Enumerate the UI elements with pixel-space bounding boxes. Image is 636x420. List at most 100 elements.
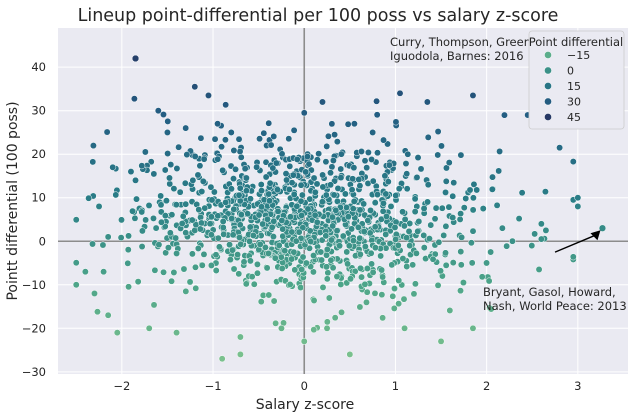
legend-swatch	[544, 97, 552, 106]
data-point	[109, 163, 117, 171]
data-point	[404, 150, 412, 158]
data-point	[237, 240, 245, 248]
data-point	[257, 181, 265, 188]
legend-label: −15	[567, 49, 590, 62]
data-point	[138, 243, 146, 251]
data-point	[396, 89, 404, 97]
data-point	[442, 188, 449, 196]
data-point	[323, 324, 331, 332]
data-point	[168, 277, 176, 285]
data-point	[311, 211, 319, 219]
data-point	[112, 191, 120, 199]
data-point	[240, 258, 248, 266]
data-point	[537, 220, 545, 228]
legend-entries: −15 0 15 30 45	[544, 49, 590, 124]
data-point	[263, 264, 271, 272]
data-point	[307, 238, 315, 246]
data-point	[277, 253, 285, 261]
data-point	[459, 279, 467, 287]
data-point	[434, 151, 442, 159]
data-point	[124, 259, 132, 267]
annotation-arrow-shaft	[554, 234, 596, 253]
data-point	[194, 245, 202, 252]
data-point	[166, 174, 173, 182]
data-point	[99, 241, 107, 249]
data-point	[147, 158, 155, 166]
data-point	[311, 188, 319, 196]
data-point	[72, 216, 80, 224]
data-point	[363, 288, 371, 296]
data-point	[118, 216, 125, 224]
legend-swatch	[544, 113, 552, 121]
data-point	[403, 185, 411, 193]
data-point	[542, 226, 550, 234]
data-point	[569, 253, 577, 261]
data-point	[318, 198, 326, 206]
data-point	[268, 223, 276, 231]
data-point	[479, 205, 487, 213]
data-point	[183, 151, 191, 159]
data-point	[125, 232, 133, 240]
data-point	[157, 218, 165, 226]
data-point	[357, 264, 364, 272]
data-point	[166, 229, 174, 237]
data-point	[219, 218, 227, 225]
data-point	[242, 187, 250, 195]
data-point	[391, 285, 398, 292]
data-point	[327, 236, 335, 244]
data-point	[295, 228, 303, 236]
legend-title: Point differential	[529, 35, 624, 49]
data-point	[327, 181, 335, 189]
data-point	[329, 222, 337, 230]
data-point	[306, 195, 314, 203]
data-point	[302, 168, 310, 176]
data-point	[157, 201, 165, 209]
data-point	[442, 222, 450, 230]
data-point	[207, 213, 215, 221]
data-point	[214, 234, 222, 242]
data-point	[254, 269, 261, 277]
data-point	[195, 206, 203, 214]
data-point	[347, 275, 354, 283]
data-point	[437, 337, 445, 345]
data-point	[299, 224, 307, 232]
data-point	[350, 197, 358, 205]
y-tick-label: 0	[39, 234, 46, 248]
data-point	[323, 251, 331, 259]
data-point	[356, 234, 364, 242]
data-point	[395, 300, 403, 308]
data-point	[151, 266, 159, 274]
data-point	[145, 202, 153, 209]
data-point	[401, 324, 409, 332]
data-point	[200, 250, 208, 258]
annotation-line: Bryant, Gasol, Howard,	[483, 285, 616, 299]
legend-swatch	[544, 82, 552, 90]
data-point	[214, 212, 222, 220]
data-point	[100, 268, 108, 276]
data-point	[298, 266, 306, 273]
data-point	[442, 177, 450, 185]
data-point	[449, 259, 457, 267]
data-point	[333, 138, 341, 146]
data-point	[414, 227, 422, 235]
data-point	[264, 249, 272, 257]
data-point	[415, 217, 423, 225]
data-point	[196, 162, 204, 170]
data-point	[487, 305, 495, 313]
data-point	[271, 254, 279, 262]
data-point	[434, 281, 442, 289]
data-point	[333, 273, 341, 280]
data-point	[414, 154, 422, 162]
data-point	[319, 283, 327, 291]
data-point	[227, 129, 235, 136]
data-point	[181, 179, 189, 187]
data-point	[434, 128, 442, 136]
data-point	[371, 244, 379, 252]
data-point	[423, 98, 431, 106]
data-point	[323, 142, 331, 150]
data-point	[298, 191, 306, 199]
data-point	[317, 248, 325, 256]
data-point	[460, 204, 468, 212]
data-point	[285, 135, 293, 143]
